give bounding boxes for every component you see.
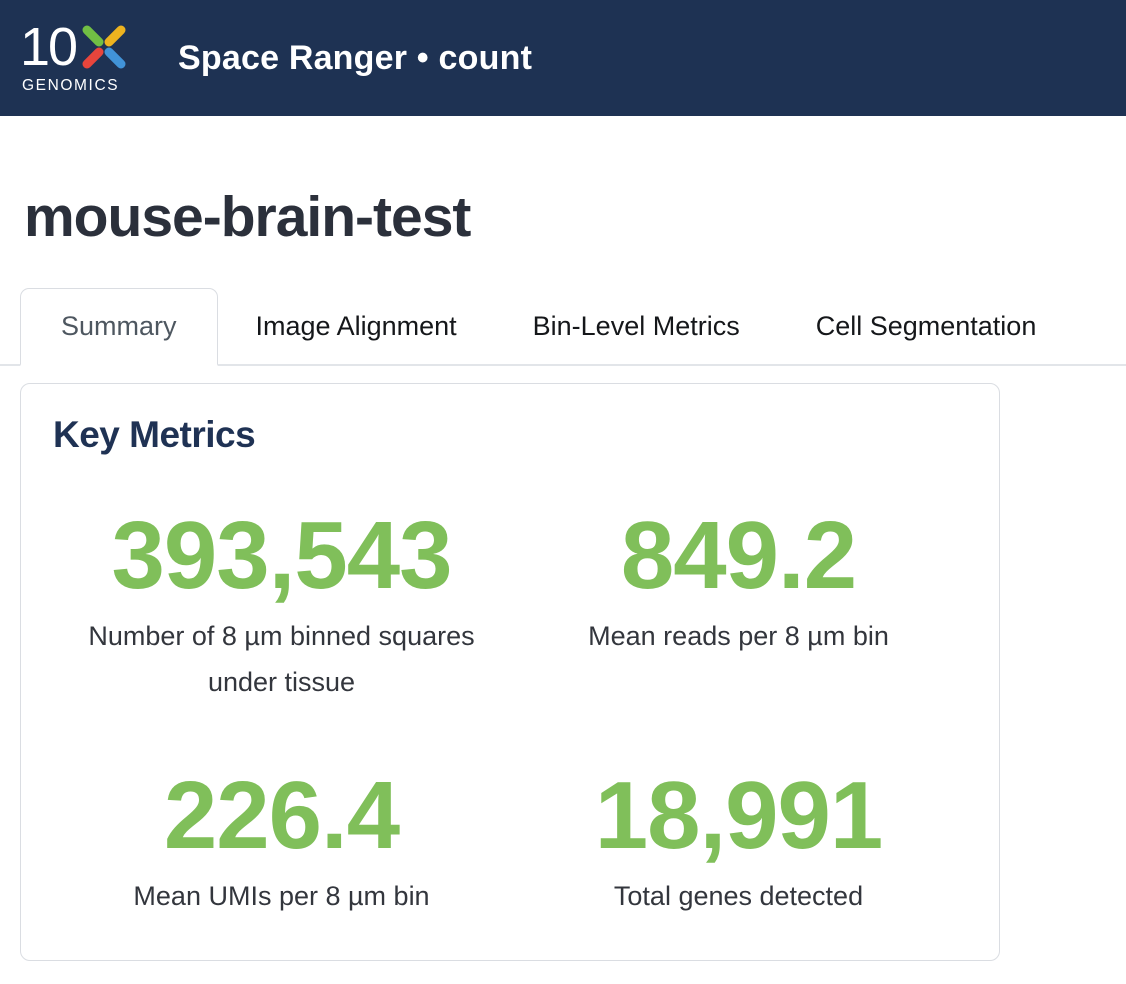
app-title: Space Ranger • count bbox=[178, 38, 533, 77]
tab-bar: Summary Image Alignment Bin-Level Metric… bbox=[0, 288, 1126, 366]
logo-x-red-segment bbox=[82, 47, 104, 69]
metric-binned-squares-value: 393,543 bbox=[111, 502, 452, 609]
app-header: 10 GENOMICS Space Ranger • count bbox=[0, 0, 1126, 116]
logo-x-yellow-segment bbox=[104, 25, 126, 47]
metric-mean-reads-value: 849.2 bbox=[620, 502, 857, 609]
metric-mean-reads-label: Mean reads per 8 µm bin bbox=[588, 621, 889, 651]
key-metrics-card: Key Metrics 393,543 Number of 8 µm binne… bbox=[20, 383, 1000, 961]
logo-subtext: GENOMICS bbox=[22, 77, 119, 94]
tab-cell-segmentation[interactable]: Cell Segmentation bbox=[778, 288, 1075, 364]
metric-mean-reads: 849.2 Mean reads per 8 µm bin bbox=[510, 508, 967, 706]
metric-mean-umis: 226.4 Mean UMIs per 8 µm bin bbox=[53, 761, 510, 920]
key-metrics-title: Key Metrics bbox=[53, 414, 256, 455]
logo-number: 10 bbox=[22, 17, 76, 77]
tab-summary-label: Summary bbox=[61, 311, 177, 341]
metric-total-genes-value: 18,991 bbox=[594, 761, 884, 869]
metric-total-genes-label: Total genes detected bbox=[613, 880, 864, 911]
tab-image-alignment[interactable]: Image Alignment bbox=[218, 288, 495, 364]
metric-total-genes: 18,991 Total genes detected bbox=[510, 761, 967, 920]
metrics-grid: 393,543 Number of 8 µm binned squares un… bbox=[53, 508, 967, 920]
logo-x-blue-segment bbox=[104, 47, 126, 69]
tenx-genomics-logo-icon: 10 GENOMICS bbox=[22, 17, 126, 94]
logo-x-green-segment bbox=[82, 25, 104, 47]
metric-mean-umis-value: 226.4 bbox=[163, 761, 400, 869]
tab-image-alignment-label: Image Alignment bbox=[255, 310, 457, 341]
tab-bin-level-metrics-label: Bin-Level Metrics bbox=[532, 310, 740, 341]
tab-bin-level-metrics[interactable]: Bin-Level Metrics bbox=[495, 288, 778, 364]
metric-mean-umis-label: Mean UMIs per 8 µm bin bbox=[133, 880, 430, 911]
metric-binned-squares: 393,543 Number of 8 µm binned squares un… bbox=[53, 508, 510, 706]
page-title: mouse-brain-test bbox=[24, 185, 471, 249]
tab-summary[interactable]: Summary bbox=[20, 288, 218, 366]
logo-x-icon bbox=[82, 25, 126, 69]
tab-cell-segmentation-label: Cell Segmentation bbox=[815, 310, 1037, 341]
metric-binned-squares-label: Number of 8 µm binned squares under tiss… bbox=[88, 621, 475, 697]
